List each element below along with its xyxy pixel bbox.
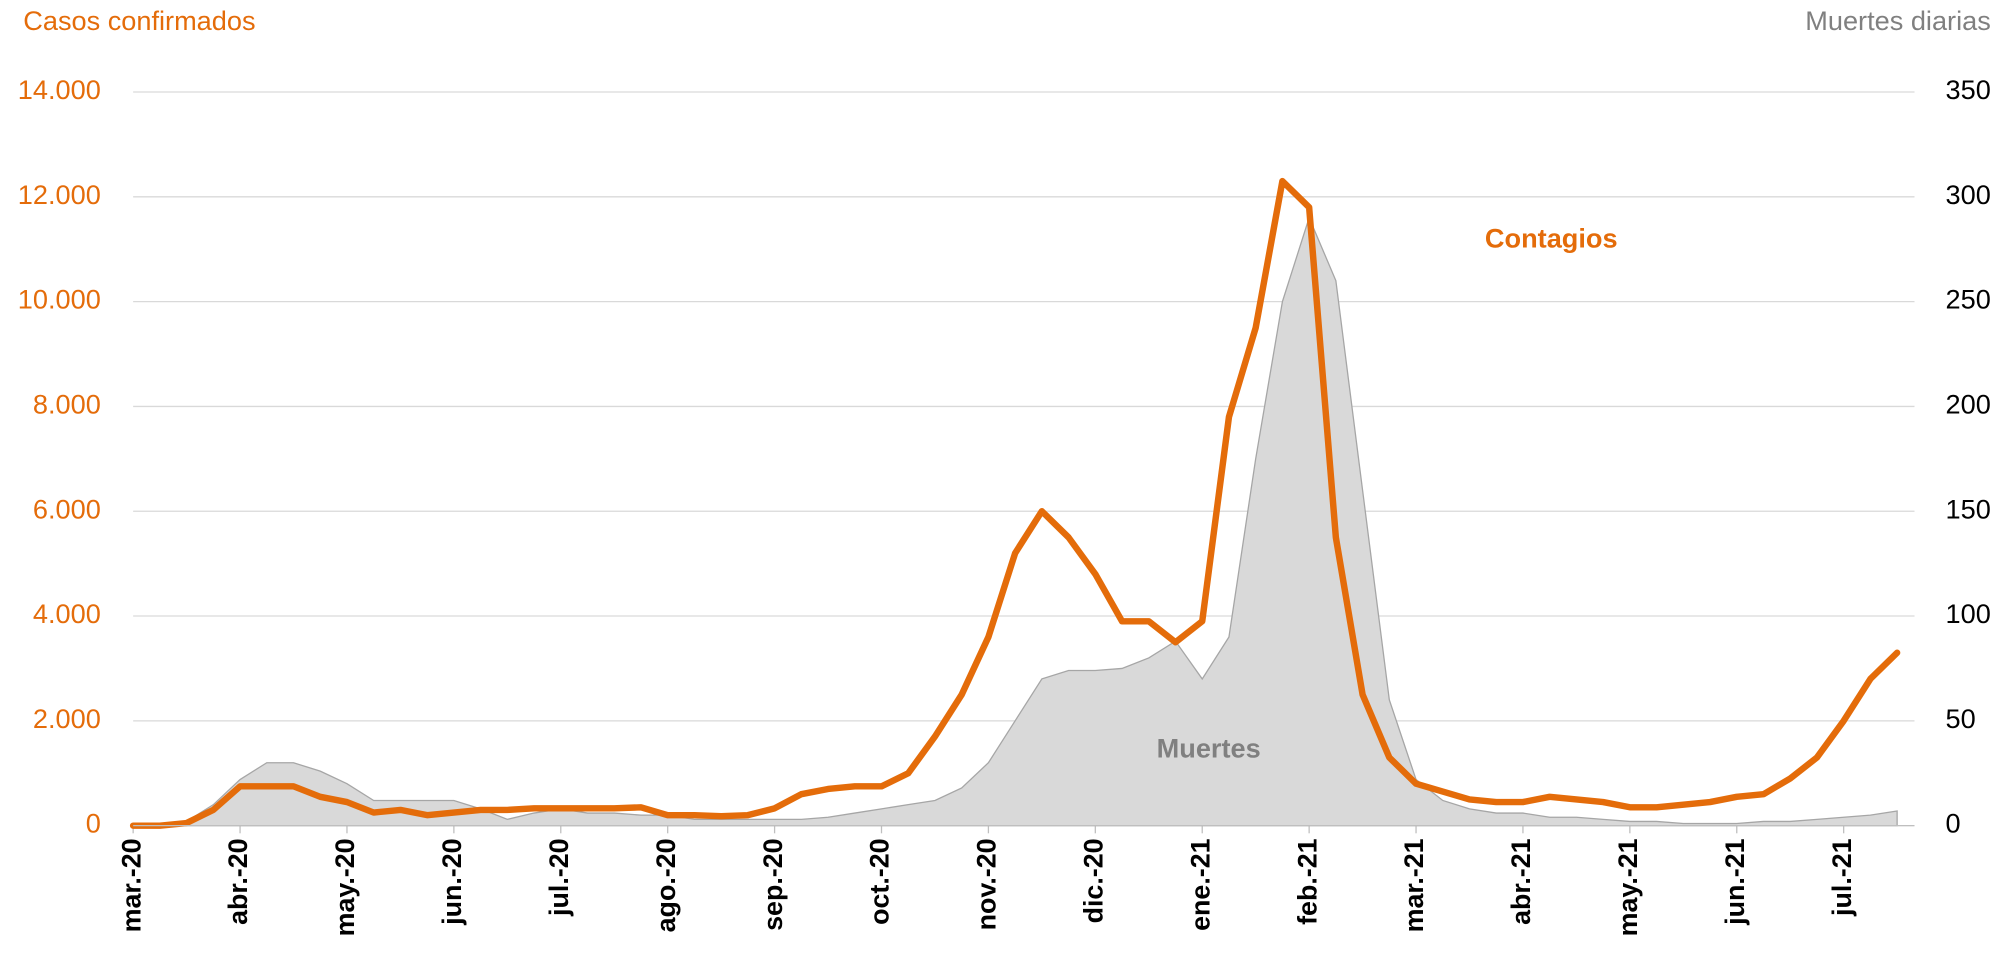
x-tick-label: dic.-20 [1078,838,1108,923]
y2-tick-label: 200 [1946,390,1991,420]
x-tick-label: oct.-20 [865,838,895,924]
x-tick-label: may.-20 [330,838,360,936]
y-tick-label: 14.000 [18,75,101,105]
annotation: Contagios [1485,223,1618,253]
y2-tick-label: 100 [1946,599,1991,629]
y2-tick-label: 150 [1946,494,1991,524]
x-tick-label: jun.-21 [1720,838,1750,925]
x-tick-label: jul.-20 [544,838,574,917]
x-tick-label: jul.-21 [1827,838,1857,917]
y-tick-label: 12.000 [18,180,101,210]
y2-tick-label: 300 [1946,180,1991,210]
x-tick-label: abr.-21 [1506,838,1536,925]
y-tick-label: 6.000 [33,494,101,524]
y-tick-label: 10.000 [18,285,101,315]
y2-axis-title: Muertes diarias [1805,6,1991,36]
x-tick-label: ene.-21 [1185,838,1215,930]
x-tick-label: jun.-20 [437,838,467,925]
x-tick-label: may.-21 [1613,838,1643,936]
x-tick-label: feb.-21 [1292,838,1322,924]
y-tick-label: 8.000 [33,390,101,420]
x-tick-label: abr.-20 [223,838,253,925]
y2-tick-label: 50 [1946,704,1976,734]
y2-tick-label: 250 [1946,285,1991,315]
annotation: Muertes [1157,733,1261,763]
y-axis-title: Casos confirmados [23,6,255,36]
x-tick-label: ago.-20 [651,838,681,932]
x-tick-label: mar.-20 [116,838,146,932]
x-tick-label: mar.-21 [1399,838,1429,932]
y-tick-label: 0 [86,809,101,839]
x-tick-label: nov.-20 [971,838,1001,930]
y-tick-label: 4.000 [33,599,101,629]
y2-tick-label: 350 [1946,75,1991,105]
line [129,177,1901,829]
y2-tick-label: 0 [1946,809,1961,839]
x-tick-label: sep.-20 [758,838,788,930]
area [133,215,1898,827]
y-tick-label: 2.000 [33,704,101,734]
